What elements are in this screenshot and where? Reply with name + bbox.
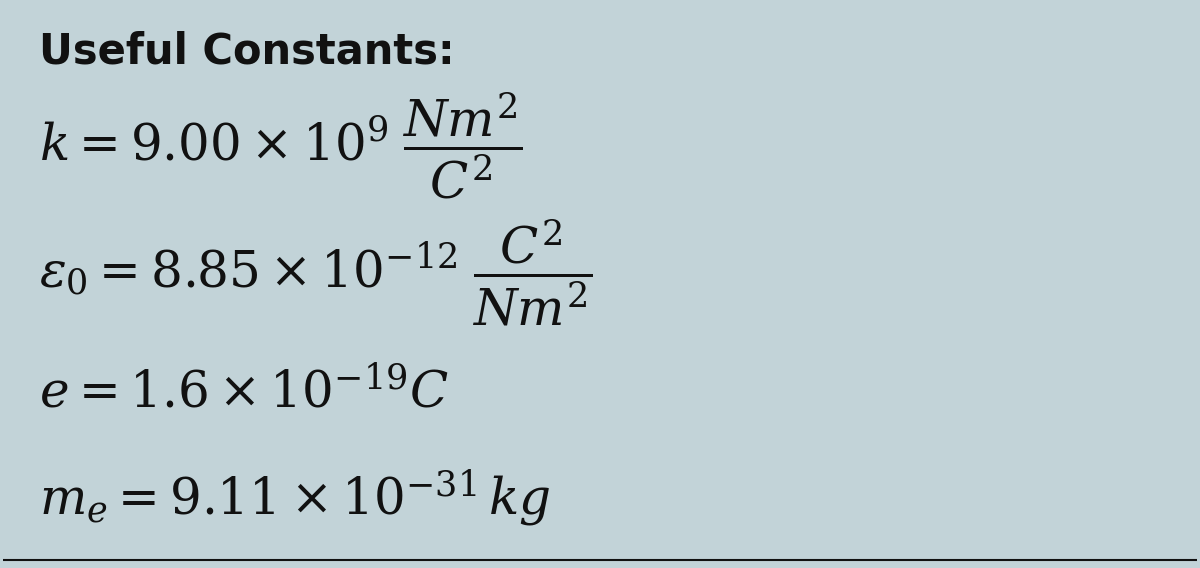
Text: $\epsilon_{0} = 8.85 \times 10^{-12} \; \dfrac{C^{2}}{Nm^{2}}$: $\epsilon_{0} = 8.85 \times 10^{-12} \; … [38, 218, 592, 328]
Text: $e = 1.6 \times 10^{-19}C$: $e = 1.6 \times 10^{-19}C$ [38, 369, 448, 419]
Text: $k = 9.00 \times 10^{9} \; \dfrac{Nm^{2}}{C^{2}}$: $k = 9.00 \times 10^{9} \; \dfrac{Nm^{2}… [38, 91, 522, 201]
Text: $m_{e} = 9.11 \times 10^{-31}\,kg$: $m_{e} = 9.11 \times 10^{-31}\,kg$ [38, 467, 551, 528]
Text: Useful Constants:: Useful Constants: [38, 31, 455, 73]
